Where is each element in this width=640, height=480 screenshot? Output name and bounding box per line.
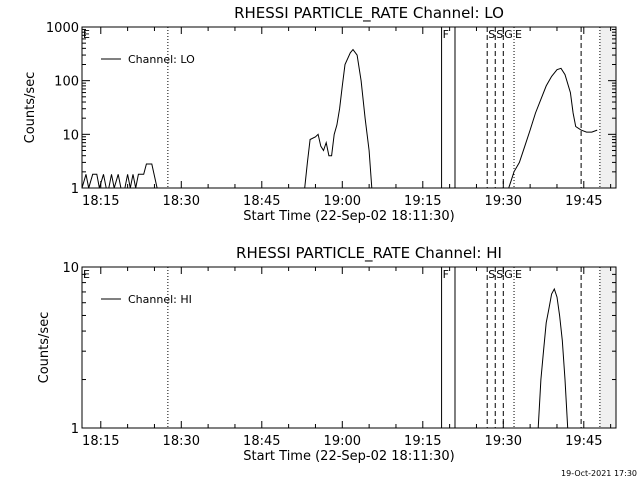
chart-title: RHESSI PARTICLE_RATE Channel: HI <box>236 244 502 263</box>
marker-label: E <box>83 28 90 41</box>
x-tick-label: 18:30 <box>163 194 200 209</box>
x-tick-label: 19:45 <box>565 434 602 449</box>
x-axis-label: Start Time (22-Sep-02 18:11:30) <box>243 209 454 224</box>
marker-label: S <box>496 268 503 281</box>
y-tick-label: 10 <box>62 128 79 143</box>
marker-label: F <box>443 268 449 281</box>
plot-frame <box>81 266 617 429</box>
y-axis-label: Counts/sec <box>23 72 38 144</box>
x-tick-label: 19:15 <box>404 434 441 449</box>
lo-channel-panel: RHESSI PARTICLE_RATE Channel: LOE F S S G E18… <box>23 4 617 224</box>
legend-entry: Channel: HI <box>128 293 192 306</box>
marker-label: E <box>83 268 90 281</box>
x-tick-label: 18:45 <box>243 434 280 449</box>
chart-title: RHESSI PARTICLE_RATE Channel: LO <box>234 4 504 23</box>
y-tick-label: 100 <box>54 75 79 90</box>
marker-label: S <box>488 268 495 281</box>
x-tick-label: 19:45 <box>565 194 602 209</box>
marker-label: S <box>496 28 503 41</box>
y-axis-label: Counts/sec <box>37 312 52 384</box>
x-tick-label: 19:30 <box>485 194 522 209</box>
footer-timestamp: 19-Oct-2021 17:30 <box>561 469 637 478</box>
x-tick-label: 18:15 <box>82 194 119 209</box>
marker-label: G <box>504 28 513 41</box>
y-tick-label: 10 <box>62 261 79 276</box>
marker-label: E <box>515 28 522 41</box>
x-axis-label: Start Time (22-Sep-02 18:11:30) <box>243 449 454 464</box>
shaded-region <box>599 27 616 188</box>
x-tick-label: 19:00 <box>324 194 361 209</box>
x-tick-label: 19:00 <box>324 434 361 449</box>
y-tick-label: 1 <box>71 422 79 437</box>
y-tick-label: 1 <box>71 182 79 197</box>
plot-frame <box>81 26 617 189</box>
x-tick-label: 19:30 <box>485 434 522 449</box>
x-tick-label: 19:15 <box>404 194 441 209</box>
hi-channel-panel: RHESSI PARTICLE_RATE Channel: HIE F S S G E18… <box>37 244 617 464</box>
marker-label: G <box>504 268 513 281</box>
shaded-region <box>599 267 616 428</box>
data-series-line <box>537 287 569 429</box>
marker-label: S <box>488 28 495 41</box>
x-tick-label: 18:15 <box>82 434 119 449</box>
data-series-line <box>81 48 598 189</box>
marker-label: F <box>443 28 449 41</box>
marker-label: E <box>515 268 522 281</box>
legend-entry: Channel: LO <box>128 53 195 66</box>
y-tick-label: 1000 <box>46 21 79 36</box>
x-tick-label: 18:30 <box>163 434 200 449</box>
x-tick-label: 18:45 <box>243 194 280 209</box>
